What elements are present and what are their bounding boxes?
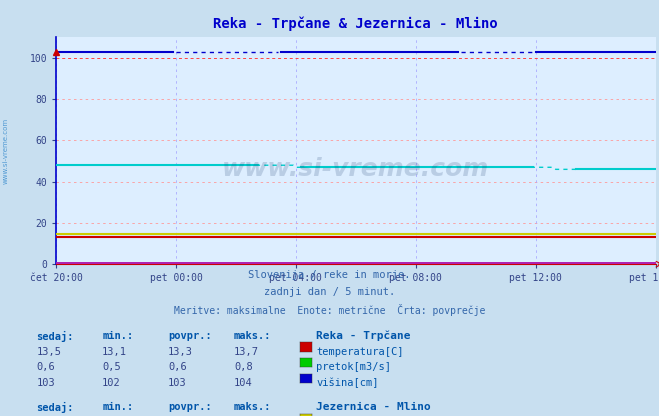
Text: 0,6: 0,6	[36, 362, 55, 372]
Text: pretok[m3/s]: pretok[m3/s]	[316, 362, 391, 372]
Text: Meritve: maksimalne  Enote: metrične  Črta: povprečje: Meritve: maksimalne Enote: metrične Črta…	[174, 304, 485, 316]
Text: Slovenija / reke in morje.: Slovenija / reke in morje.	[248, 270, 411, 280]
Text: 103: 103	[168, 378, 186, 388]
Text: 104: 104	[234, 378, 252, 388]
Text: temperatura[C]: temperatura[C]	[316, 347, 404, 357]
Text: maks.:: maks.:	[234, 331, 272, 341]
Text: www.si-vreme.com: www.si-vreme.com	[222, 157, 490, 181]
Text: 102: 102	[102, 378, 121, 388]
Text: 103: 103	[36, 378, 55, 388]
Text: Jezernica - Mlino: Jezernica - Mlino	[316, 402, 431, 412]
Text: sedaj:: sedaj:	[36, 331, 74, 342]
Text: 0,6: 0,6	[168, 362, 186, 372]
Text: 0,8: 0,8	[234, 362, 252, 372]
Text: 13,7: 13,7	[234, 347, 259, 357]
Text: povpr.:: povpr.:	[168, 402, 212, 412]
Text: Reka - Trpčane & Jezernica - Mlino: Reka - Trpčane & Jezernica - Mlino	[214, 17, 498, 31]
Text: 13,5: 13,5	[36, 347, 61, 357]
Text: min.:: min.:	[102, 331, 133, 341]
Text: maks.:: maks.:	[234, 402, 272, 412]
Text: www.si-vreme.com: www.si-vreme.com	[2, 118, 9, 184]
Text: višina[cm]: višina[cm]	[316, 378, 379, 389]
Text: Reka - Trpčane: Reka - Trpčane	[316, 331, 411, 341]
Text: min.:: min.:	[102, 402, 133, 412]
Text: povpr.:: povpr.:	[168, 331, 212, 341]
Text: 13,3: 13,3	[168, 347, 193, 357]
Text: zadnji dan / 5 minut.: zadnji dan / 5 minut.	[264, 287, 395, 297]
Text: 13,1: 13,1	[102, 347, 127, 357]
Text: 0,5: 0,5	[102, 362, 121, 372]
Text: sedaj:: sedaj:	[36, 402, 74, 414]
